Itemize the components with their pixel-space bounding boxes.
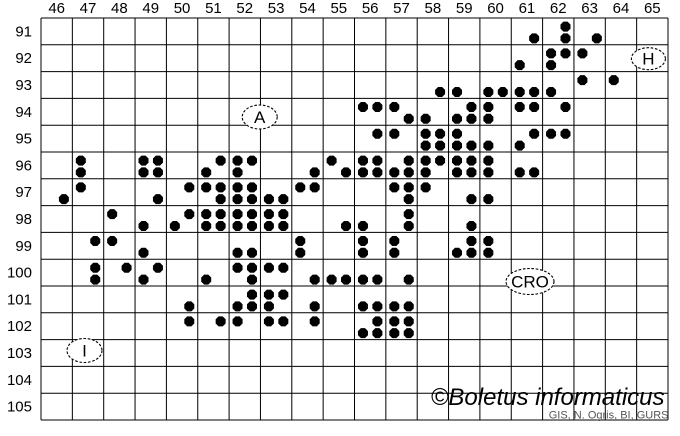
svg-text:49: 49	[142, 0, 159, 17]
svg-text:56: 56	[362, 0, 379, 17]
svg-text:55: 55	[330, 0, 347, 17]
svg-text:53: 53	[268, 0, 285, 17]
svg-text:65: 65	[644, 0, 661, 17]
svg-text:47: 47	[80, 0, 97, 17]
svg-text:94: 94	[15, 104, 32, 121]
svg-text:93: 93	[15, 77, 32, 94]
svg-text:100: 100	[7, 265, 32, 282]
svg-text:103: 103	[7, 345, 32, 362]
svg-text:51: 51	[205, 0, 222, 17]
svg-text:104: 104	[7, 372, 32, 389]
svg-text:97: 97	[15, 184, 32, 201]
svg-text:95: 95	[15, 131, 32, 148]
svg-text:52: 52	[236, 0, 253, 17]
svg-text:I: I	[82, 341, 87, 360]
svg-text:GIS, N. Ogris, BI, GURS: GIS, N. Ogris, BI, GURS	[549, 410, 669, 422]
svg-text:102: 102	[7, 318, 32, 335]
svg-text:101: 101	[7, 291, 32, 308]
svg-text:46: 46	[48, 0, 65, 17]
svg-text:CRO: CRO	[511, 272, 549, 291]
svg-text:57: 57	[393, 0, 410, 17]
svg-text:91: 91	[15, 23, 32, 40]
svg-text:54: 54	[299, 0, 316, 17]
svg-text:63: 63	[581, 0, 598, 17]
svg-text:105: 105	[7, 399, 32, 416]
svg-text:61: 61	[519, 0, 536, 17]
svg-text:A: A	[254, 108, 266, 127]
svg-text:99: 99	[15, 238, 32, 255]
svg-text:96: 96	[15, 157, 32, 174]
svg-text:62: 62	[550, 0, 567, 17]
svg-text:60: 60	[487, 0, 504, 17]
svg-text:98: 98	[15, 211, 32, 228]
svg-text:50: 50	[174, 0, 191, 17]
svg-text:64: 64	[613, 0, 630, 17]
svg-text:92: 92	[15, 50, 32, 67]
svg-text:H: H	[642, 50, 654, 69]
svg-text:58: 58	[425, 0, 442, 17]
svg-text:48: 48	[111, 0, 128, 17]
svg-text:59: 59	[456, 0, 473, 17]
svg-text:©Boletus informaticus: ©Boletus informaticus	[431, 384, 665, 411]
